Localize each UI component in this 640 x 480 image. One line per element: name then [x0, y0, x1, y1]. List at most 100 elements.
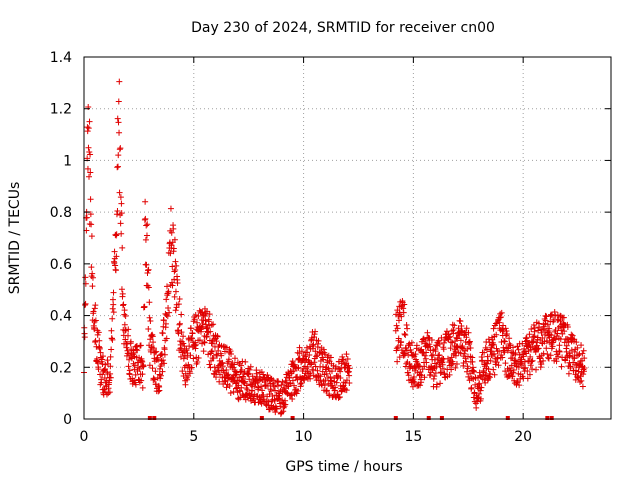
data-point: [530, 322, 537, 329]
data-point: [126, 367, 133, 374]
data-point: [527, 362, 534, 369]
data-point: [170, 245, 177, 252]
data-point: [561, 328, 568, 335]
data-point: [479, 357, 486, 364]
data-point: [99, 360, 106, 367]
data-point: [446, 371, 453, 378]
data-point: [157, 372, 164, 379]
data-point: [573, 339, 580, 346]
data-point: [201, 339, 208, 346]
data-point: [471, 368, 478, 375]
data-point: [150, 375, 157, 382]
data-point: [99, 353, 106, 360]
data-point: [501, 338, 508, 345]
data-point: [478, 384, 485, 391]
data-point: [152, 368, 159, 375]
data-point: [311, 333, 318, 340]
data-point: [481, 376, 488, 383]
data-point: [189, 330, 196, 337]
data-point: [556, 348, 563, 355]
data-point: [165, 288, 172, 295]
data-point: [153, 348, 160, 355]
data-point: [134, 347, 141, 354]
data-point: [556, 348, 563, 355]
data-point: [288, 391, 295, 398]
data-point: [464, 345, 471, 352]
data-point: [502, 360, 509, 367]
data-point: [337, 368, 344, 375]
data-point: [321, 382, 328, 389]
data-point: [412, 351, 419, 358]
data-point: [406, 340, 413, 347]
data-point: [557, 336, 564, 343]
data-point: [449, 321, 456, 328]
data-point: [558, 327, 565, 334]
data-point: [270, 377, 277, 384]
chart-title: Day 230 of 2024, SRMTID for receiver cn0…: [191, 20, 495, 36]
data-point: [410, 374, 417, 381]
gap-marker: [290, 416, 295, 420]
data-point: [338, 388, 345, 395]
data-point: [421, 363, 428, 370]
data-point: [297, 374, 304, 381]
data-point: [119, 244, 126, 251]
data-point: [286, 374, 293, 381]
data-point: [108, 335, 115, 342]
data-point: [119, 302, 126, 309]
data-point: [159, 330, 166, 337]
data-point: [138, 357, 145, 364]
data-point: [579, 350, 586, 357]
data-point: [537, 364, 544, 371]
data-point: [424, 329, 431, 336]
data-point: [91, 318, 98, 325]
data-point: [113, 232, 120, 239]
data-point: [578, 377, 585, 384]
data-point: [140, 363, 147, 370]
data-point: [411, 379, 418, 386]
data-point: [529, 357, 536, 364]
data-point: [313, 353, 320, 360]
gap-marker: [152, 416, 157, 420]
data-point: [223, 384, 230, 391]
y-tick-label: 0: [63, 412, 72, 428]
data-point: [447, 339, 454, 346]
data-point: [294, 387, 301, 394]
data-point: [163, 335, 170, 342]
data-point: [117, 194, 124, 201]
data-point: [110, 289, 117, 296]
data-point: [308, 337, 315, 344]
data-point: [243, 382, 250, 389]
data-point: [574, 344, 581, 351]
data-point: [279, 397, 286, 404]
data-point: [502, 325, 509, 332]
data-point: [298, 379, 305, 386]
data-point: [168, 229, 175, 236]
data-point: [166, 309, 173, 316]
data-point: [557, 317, 564, 324]
data-point: [496, 319, 503, 326]
data-point: [104, 357, 111, 364]
data-point: [145, 284, 152, 291]
data-point: [540, 357, 547, 364]
data-point: [452, 364, 459, 371]
data-point: [132, 371, 139, 378]
data-point: [510, 344, 517, 351]
data-point: [92, 317, 99, 324]
data-point: [408, 339, 415, 346]
data-point: [125, 363, 132, 370]
data-point: [520, 353, 527, 360]
data-point: [289, 396, 296, 402]
data-point: [205, 351, 212, 358]
data-point: [116, 78, 123, 85]
data-point: [120, 301, 127, 308]
data-point: [490, 341, 497, 348]
data-point: [99, 371, 106, 378]
data-point: [484, 360, 491, 367]
data-point: [201, 338, 208, 345]
data-point: [565, 370, 572, 377]
data-point: [551, 309, 558, 316]
data-point: [564, 324, 571, 331]
data-point: [238, 384, 245, 391]
data-point: [172, 288, 179, 295]
